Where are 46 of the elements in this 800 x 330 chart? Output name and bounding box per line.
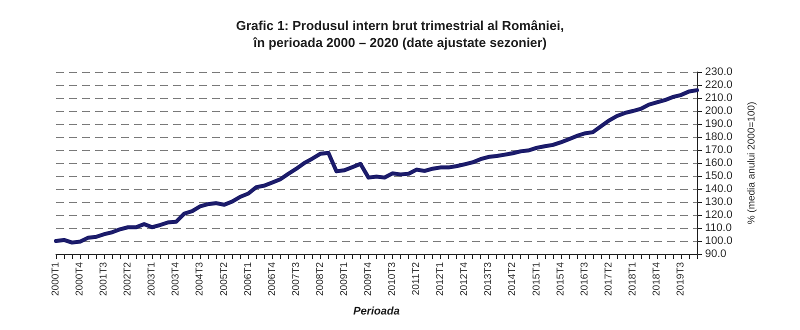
x-tick-label: 2010T3 [387,262,398,296]
x-tick-label: 2005T2 [218,262,230,296]
y-tick-label: 160.0 [705,157,733,169]
chart-title: Grafic 1: Produsul intern brut trimestrial al României, în perioada 2000 – 2020 (date ajustate sezonier) [236,18,564,50]
x-tick-label: 2014T2 [507,262,518,296]
x-tick-label: 2019T3 [675,262,686,296]
x-tick-label: 2000T4 [74,262,86,296]
line-series [54,88,699,245]
x-tick-label: 2006T1 [242,262,254,296]
x-tick-label: 2004T3 [194,262,206,296]
y-tick-label: 170.0 [705,144,733,156]
y-tick-label: 140.0 [705,183,733,195]
x-tick-label: 2003T4 [170,262,182,296]
y-tick-label: 130.0 [705,196,733,208]
x-tick-label: 2003T1 [146,262,158,296]
x-tick-label: 2000T1 [50,262,62,296]
x-tick-label: 2009T4 [362,262,374,296]
x-axis-title: Perioada [353,306,400,318]
x-tick-label: 2006T4 [266,262,278,296]
x-tick-label: 2011T2 [411,262,422,296]
x-tick-label: 2009T1 [338,262,350,296]
x-tick-label: 2001T3 [98,262,110,296]
x-tick-label: 2015T4 [555,262,566,296]
x-tick-label: 2012T1 [435,262,446,296]
x-tick-label: 2016T3 [579,262,590,296]
y-tick-label: 90.0 [705,248,726,260]
x-tick-label: 2007T3 [290,262,302,296]
x-tick-label: 2017T2 [603,262,614,296]
y-tick-label: 100.0 [705,235,733,247]
y-tick-label: 110.0 [705,222,732,234]
y-tick-label: 150.0 [705,170,733,182]
y-tick-label: 120.0 [705,209,733,221]
y-tick-label: 220.0 [705,79,733,91]
y-tick-label: 210.0 [705,92,733,104]
x-tick-label: 2015T1 [531,262,542,296]
x-tick-label: 2012T4 [459,262,470,296]
y-tick-label: 230.0 [705,66,733,78]
x-tick-label: 2018T4 [651,262,662,296]
x-tick-label: 2008T2 [314,262,326,296]
x-tick-label: 2013T3 [483,262,494,296]
y-tick-label: 180.0 [705,131,733,143]
y-axis-title: % (media anului 2000=100) [746,102,758,224]
x-tick-label: 2018T1 [627,262,638,296]
y-tick-label: 190.0 [705,118,733,130]
y-tick-label: 200.0 [705,105,733,117]
x-tick-label: 2002T2 [122,262,134,296]
